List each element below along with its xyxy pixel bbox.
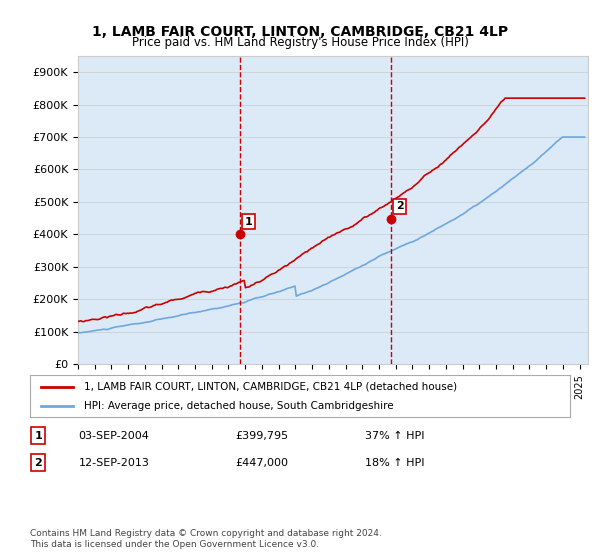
Text: 18% ↑ HPI: 18% ↑ HPI <box>365 458 424 468</box>
Text: £447,000: £447,000 <box>235 458 288 468</box>
Text: 37% ↑ HPI: 37% ↑ HPI <box>365 431 424 441</box>
Text: 12-SEP-2013: 12-SEP-2013 <box>79 458 149 468</box>
Text: HPI: Average price, detached house, South Cambridgeshire: HPI: Average price, detached house, Sout… <box>84 401 394 411</box>
Text: 03-SEP-2004: 03-SEP-2004 <box>79 431 149 441</box>
Text: 1, LAMB FAIR COURT, LINTON, CAMBRIDGE, CB21 4LP (detached house): 1, LAMB FAIR COURT, LINTON, CAMBRIDGE, C… <box>84 381 457 391</box>
Text: £399,795: £399,795 <box>235 431 289 441</box>
Text: 1, LAMB FAIR COURT, LINTON, CAMBRIDGE, CB21 4LP: 1, LAMB FAIR COURT, LINTON, CAMBRIDGE, C… <box>92 25 508 39</box>
Text: Price paid vs. HM Land Registry's House Price Index (HPI): Price paid vs. HM Land Registry's House … <box>131 36 469 49</box>
Text: 1: 1 <box>245 217 253 227</box>
Text: 2: 2 <box>396 202 403 211</box>
Text: 1: 1 <box>34 431 42 441</box>
Text: 2: 2 <box>34 458 42 468</box>
Text: Contains HM Land Registry data © Crown copyright and database right 2024.
This d: Contains HM Land Registry data © Crown c… <box>30 529 382 549</box>
